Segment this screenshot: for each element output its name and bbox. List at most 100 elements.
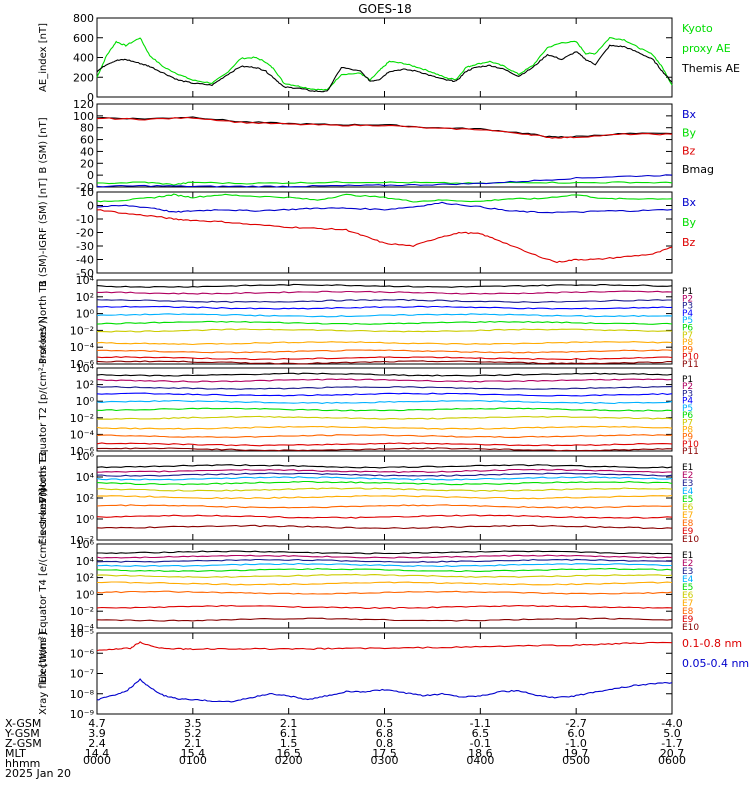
y-tick-label: 10⁰ <box>76 308 95 321</box>
legend-entry: E7 <box>682 599 693 609</box>
y-tick-label: 10⁻⁴ <box>70 341 95 354</box>
footer-value: 14.4 <box>85 747 110 760</box>
series-line <box>96 174 673 188</box>
series-line <box>96 392 673 397</box>
y-axis-label: AE_index [nT] <box>38 23 49 92</box>
panel-frame <box>96 191 673 274</box>
ephemeris-footer: 0000 0100 0200 0300 0400 0500 0600 X-GSMY-GSMZ-… <box>4 717 686 780</box>
legend-entry: E1 <box>682 463 693 473</box>
legend-entry: E9 <box>682 527 694 537</box>
y-tick-label: 10⁻⁸ <box>70 688 95 701</box>
panel-8: 10⁻⁹ 10⁻⁸ 10⁻⁷ 10⁻⁶ 10⁻⁵ Xray flux [W/m²] 0.1-… <box>38 627 749 721</box>
panel-frame <box>96 17 673 98</box>
legend-entry: E10 <box>682 623 699 633</box>
y-tick-label: 10² <box>76 572 94 585</box>
footer-value: 15.4 <box>181 747 206 760</box>
series-line <box>96 425 673 430</box>
footer-value: 5.0 <box>663 727 681 740</box>
footer-value: 2.1 <box>280 717 298 730</box>
series-line <box>96 283 673 288</box>
legend-entry: E5 <box>682 495 693 505</box>
footer-value: 18.6 <box>468 747 493 760</box>
series-line <box>96 378 673 383</box>
y-axis-label: B (SM) [nT] <box>38 117 49 173</box>
footer-value: 6.5 <box>472 727 490 740</box>
legend-entry: 0.1-0.8 nm <box>682 637 742 650</box>
series-line <box>96 341 673 346</box>
series-line <box>96 434 673 438</box>
footer-row-label: 2025 Jan 20 <box>5 767 71 780</box>
legend-entry: P3 <box>682 389 693 399</box>
series-line <box>96 476 673 481</box>
footer-value: 4.7 <box>88 717 106 730</box>
y-tick-label: 10⁶ <box>76 450 95 463</box>
series-line <box>96 494 673 500</box>
legend-entry: P2 <box>682 294 693 304</box>
series-line <box>96 116 673 139</box>
series-line <box>97 328 673 333</box>
legend-entry: E5 <box>682 583 693 593</box>
x-tick-label: 0500 <box>562 754 590 767</box>
footer-row-label: Z-GSM <box>5 737 42 750</box>
x-tick-label: 0100 <box>179 754 207 767</box>
legend-entry: E7 <box>682 511 693 521</box>
footer-value: 6.0 <box>567 727 585 740</box>
legend-entry: P2 <box>682 382 693 392</box>
y-tick-label: 10⁻⁹ <box>70 708 94 721</box>
y-tick-label: 10⁶ <box>76 538 95 551</box>
footer-row-label: X-GSM <box>5 717 41 730</box>
series-line <box>96 209 673 264</box>
footer-value: -1.7 <box>661 737 682 750</box>
y-tick-label: 200 <box>73 71 94 84</box>
footer-value: -2.7 <box>565 717 586 730</box>
x-tick-label: 0000 <box>83 754 111 767</box>
y-axis-label: B (SM)-IGRF (SM) [nT] <box>38 178 49 287</box>
y-axis-label: Electrons North T3 <box>38 451 49 544</box>
legend-entry: E9 <box>682 615 694 625</box>
series-line <box>96 193 673 203</box>
y-tick-label: 10² <box>76 492 94 505</box>
legend-entry: P9 <box>682 345 693 355</box>
footer-value: 3.9 <box>88 727 106 740</box>
y-tick-label: 60 <box>80 134 94 147</box>
y-tick-label: -10 <box>76 213 94 226</box>
footer-value: 2.4 <box>88 737 106 750</box>
series-line <box>96 385 673 390</box>
y-tick-label: 10⁻⁷ <box>70 668 94 681</box>
footer-value: 20.7 <box>660 747 685 760</box>
footer-value: 0.5 <box>376 717 394 730</box>
series-line <box>97 290 673 295</box>
y-tick-label: 10⁻² <box>70 534 94 547</box>
y-tick-label: 10⁰ <box>76 513 95 526</box>
y-axis-label: Protons North T1 <box>38 280 49 364</box>
series-line <box>96 617 673 622</box>
y-tick-label: 10⁴ <box>76 274 95 287</box>
y-tick-label: 10⁰ <box>76 588 95 601</box>
y-tick-label: 40 <box>80 145 94 158</box>
series-line <box>96 305 673 310</box>
legend-entry: P11 <box>682 447 699 457</box>
series-line <box>96 313 673 318</box>
series-line <box>96 372 673 377</box>
panel-6: 10⁻² 10⁰ 10² 10⁴ 10⁶ Electrons North T3 E1E2E3… <box>38 450 699 547</box>
legend-entry: E10 <box>682 535 699 545</box>
series-line <box>96 487 673 492</box>
panel-frame <box>96 103 673 188</box>
series-line <box>96 116 673 138</box>
series-line <box>96 581 673 586</box>
series-line <box>96 464 673 469</box>
footer-value: 2.1 <box>184 737 202 750</box>
series-line <box>96 468 672 474</box>
legend-entry: By <box>682 126 697 139</box>
legend-entry: Bx <box>682 108 697 121</box>
y-tick-label: 0 <box>87 200 94 213</box>
series-line <box>96 504 673 509</box>
y-tick-label: 10⁰ <box>76 395 95 408</box>
y-tick-label: -30 <box>76 240 94 253</box>
y-tick-label: 100 <box>73 110 94 123</box>
series-line <box>96 641 673 652</box>
legend-entry: P4 <box>682 397 693 407</box>
legend-entry: P10 <box>682 440 699 450</box>
